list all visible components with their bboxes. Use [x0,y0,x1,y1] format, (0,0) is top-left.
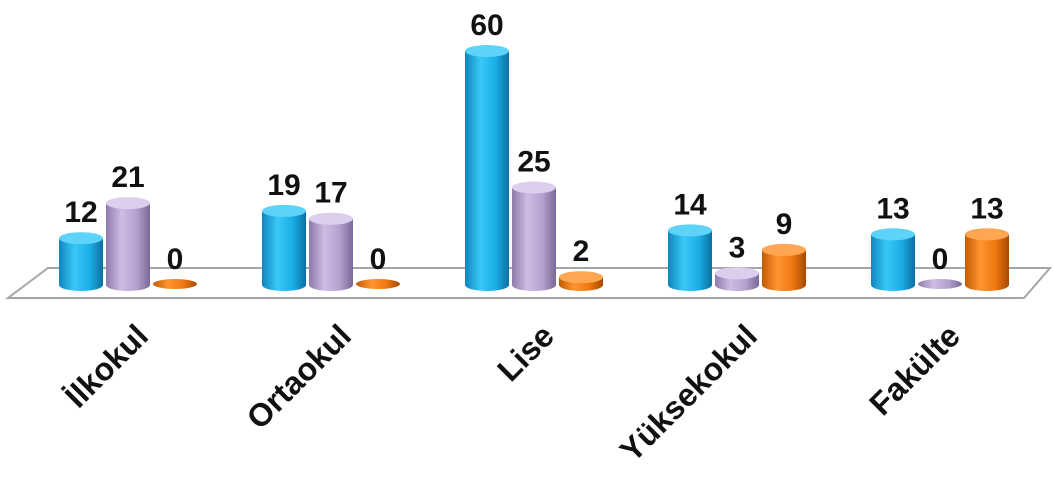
bar [356,279,400,289]
bar-body [512,187,556,291]
bar-body [965,234,1009,291]
bar [762,243,806,291]
bar [309,212,353,291]
bars-group [59,45,1009,291]
bar [512,181,556,291]
bar-top [871,228,915,241]
bar-top [559,271,603,284]
category-label: İlkokul [58,317,155,414]
bar [106,197,150,291]
bar-body [668,230,712,291]
category-label: Lise [490,317,561,388]
bar-top [356,279,400,289]
bar [465,45,509,291]
category-label: Yüksekokul [613,317,764,468]
bar [262,204,306,291]
bar-top [309,212,353,225]
bar-top [512,181,556,194]
bar-body [465,51,509,291]
bar [715,267,759,291]
bar-top [715,267,759,280]
bar [871,228,915,291]
bar-top [153,279,197,289]
data-label: 13 [876,192,909,225]
bar [59,232,103,291]
data-label: 14 [673,188,707,221]
bar [918,279,962,289]
bar-body [309,218,353,291]
data-labels-group: 12 21 0 19 17 0 60 25 2 14 39 13 0 13 [64,9,1003,276]
bar-body [59,238,103,291]
bar [965,228,1009,291]
category-labels-group: İlkokul Ortaokul Lise Yüksekokul Fakülte [58,317,967,468]
bar [559,271,603,291]
bar-body [762,249,806,291]
bar-top [59,232,103,245]
bar [153,279,197,289]
data-label: 13 [970,192,1003,225]
bar-body [871,234,915,291]
data-label: 21 [111,161,144,194]
bar-top [668,224,712,237]
bar-top [965,228,1009,241]
data-label: 0 [932,243,949,276]
bar-top [918,279,962,289]
bar [668,224,712,291]
data-label: 0 [167,243,184,276]
category-label: Fakülte [862,317,967,422]
bar-top [762,243,806,256]
data-label: 19 [267,169,300,202]
data-label: 25 [517,146,550,179]
bar-body [262,210,306,291]
data-label: 0 [370,243,387,276]
data-label: 3 [729,231,746,264]
category-label: Ortaokul [239,317,357,435]
bar-body [106,203,150,291]
data-label: 2 [573,235,590,268]
bar-top [106,197,150,210]
data-label: 60 [470,9,503,42]
data-label: 17 [314,177,347,210]
data-label: 9 [776,208,793,241]
bar-top [465,45,509,57]
bar-top [262,204,306,217]
data-label: 12 [64,196,97,229]
